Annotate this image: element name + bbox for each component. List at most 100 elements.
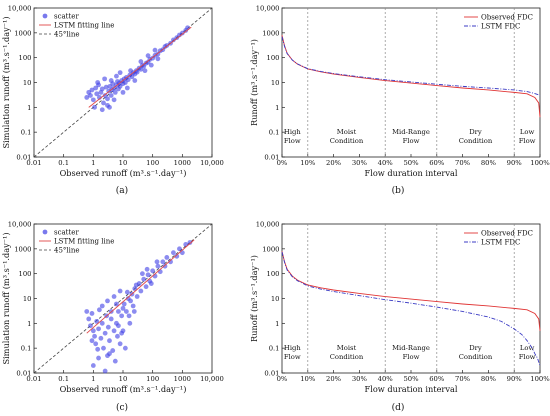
scatter-point [157,269,163,275]
scatter-point [164,255,170,260]
scatter-point [160,259,166,265]
x-tick-label: 0.01 [26,375,41,383]
scatter-point [187,240,193,245]
panel-c: 0.01 0.1 1 10 100 1000 10,000 0.01 0.1 1 10 100 1000… [1,221,224,395]
scatter-point [89,338,95,344]
panel-a: 0.01 0.1 1 10 100 1000 10,000 0.01 0.1 1 10 100 1000… [1,5,224,179]
x-tick-label: 20% [326,375,342,383]
zone-label: Mid-Range [392,344,430,352]
legend-scatter-symbol [42,229,48,235]
scatter-point [115,333,120,339]
x-tick-label: 10% [300,159,316,167]
scatter-point [125,77,131,83]
scatter-point [90,328,96,334]
legend-observed-label: Observed FDC [481,230,533,238]
scatter-point [114,73,119,79]
scatter-point [84,309,90,314]
x-axis-label: Observed runoff (m³.s⁻¹.day⁻¹) [60,384,187,394]
x-tick-label: 60% [429,375,445,383]
scatter-point [122,345,128,351]
scatter-point [145,272,151,278]
x-tick-label: 1000 [174,375,191,383]
scatter-point [92,333,97,339]
scatter-point [101,345,106,351]
scatter-point [148,62,154,68]
scatter-point [117,70,123,76]
x-tick-label: 100 [146,159,159,167]
scatter-point [114,301,119,307]
y-tick-label: 10,000 [8,221,32,229]
scatter-point [171,37,176,43]
scatter-point [138,66,144,72]
y-tick-label: 0.01 [16,370,31,378]
scatter-point [132,78,138,83]
legend-lstm-label: LSTM FDC [481,239,520,247]
scatter-point [86,316,92,322]
zone-label: High [284,128,301,136]
zone-label: Condition [459,137,493,145]
x-axis-label: Flow duration interval [365,168,458,178]
y-axis-label: Runoff (m³.s⁻¹.day⁻¹) [249,255,259,342]
y-tick-label: 10,000 [256,221,280,229]
panel-label-c: (c) [116,402,128,413]
scatter-point [148,281,154,286]
scatter-point [94,318,100,324]
legend-diagonal-label: 45°line [54,247,80,255]
scatter-point [111,328,117,334]
legend-lstm-label: LSTM FDC [481,23,520,31]
zone-label: Flow [403,353,420,361]
zone-label: Condition [459,353,493,361]
y-tick-label: 0.01 [264,154,279,162]
y-tick-label: 1000 [14,245,31,253]
scatter-point [89,311,95,316]
scatter-point [95,346,101,352]
x-tick-label: 10,000 [200,375,224,383]
legend-scatter-label: scatter [54,229,79,237]
x-tick-label: 0% [277,159,288,167]
scatter-point [177,246,182,252]
scatter-point [110,348,116,353]
scatter-point [141,276,147,282]
x-tick-label: 20% [326,159,342,167]
zone-label: Moist [337,128,357,136]
zone-label: Flow [284,353,301,361]
legend-diagonal-label: 45°line [54,31,80,39]
scatter-point [168,259,173,265]
scatter-point [117,288,123,294]
legend-fit-label: LSTM fitting line [54,22,114,30]
y-tick-label: 1 [275,104,279,112]
y-axis-label: Simulation runoff (m³.s⁻¹.day⁻¹) [1,16,11,148]
x-tick-label: 30% [352,159,368,167]
scatter-point [103,84,109,90]
y-tick-label: 1000 [14,29,31,37]
legend-scatter-label: scatter [54,13,79,21]
x-tick-label: 50% [403,159,419,167]
y-tick-label: 1000 [262,29,279,37]
scatter-point [133,282,139,288]
scatter-point [98,335,104,341]
y-tick-label: 10 [23,295,32,303]
x-tick-label: 1 [91,375,95,383]
scatter-point [111,97,117,103]
scatter-point [105,298,110,304]
y-axis-label: Runoff (m³.s⁻¹.day⁻¹) [249,39,259,126]
scatter-point [128,68,133,74]
scatter-point [101,100,106,106]
scatter-point [102,76,108,82]
scatter-point [107,338,112,344]
lstm-fdc-line [281,36,541,96]
zone-label: Mid-Range [392,128,430,136]
x-tick-label: 70% [455,375,471,383]
y-tick-label: 10,000 [8,5,32,13]
scatter-point [150,268,156,274]
scatter-point [88,323,93,329]
panel-d: 0.01 0.1 1 10 100 1000 10,000 0% 10% 20% 30% 40% 50%… [249,221,550,395]
y-tick-label: 0.01 [264,370,279,378]
scatter-point [152,47,158,53]
lstm-fitting-line [86,239,195,334]
scatter-point [139,271,145,277]
zone-label: Condition [330,137,364,145]
x-tick-label: 0.01 [26,159,41,167]
y-tick-label: 1 [27,320,31,328]
